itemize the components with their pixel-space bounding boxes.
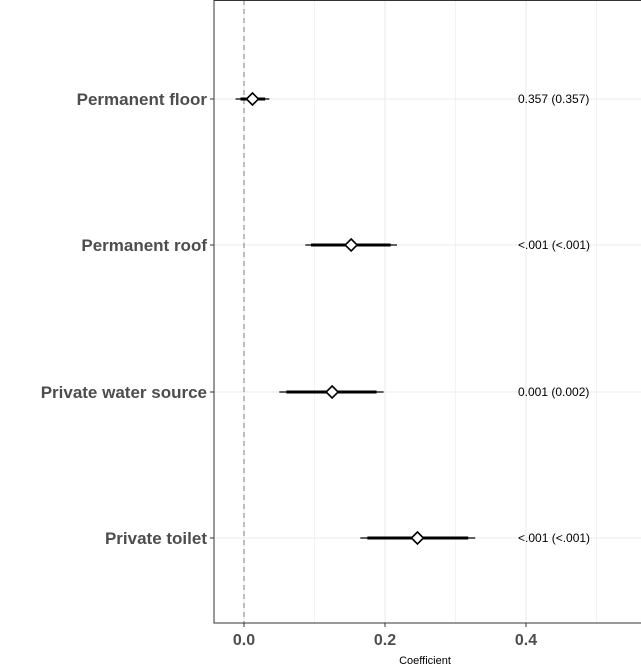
estimate-point-1 [344,237,359,253]
estimate-point-2 [324,384,340,400]
x-tick-label-1: 0.2 [374,632,396,649]
x-axis: 0.0 0.2 0.4 [233,623,537,649]
x-tick-label-0: 0.0 [233,632,255,649]
annotations: 0.357 (0.357) <.001 (<.001) 0.001 (0.002) <… [518,92,590,545]
y-tick-label-2: Private water source [41,383,207,402]
x-axis-title: Coefficient [399,655,451,667]
y-tick-label-3: Private toilet [105,529,207,548]
row-1-marks [305,237,397,253]
row-annotation-3: <.001 (<.001) [518,531,590,545]
marks-layer [235,91,476,546]
row-2-marks [279,384,384,400]
x-tick-label-2: 0.4 [515,632,537,649]
estimate-point-0 [245,91,260,107]
estimate-point-3 [410,530,425,546]
y-tick-label-0: Permanent floor [77,90,208,109]
row-annotation-1: <.001 (<.001) [518,238,590,252]
row-0-marks [235,91,270,107]
row-annotation-2: 0.001 (0.002) [518,385,589,399]
panel-border [213,0,641,624]
plot-background [214,0,641,623]
y-axis-labels: Permanent floor Permanent roof Private wat… [41,90,214,548]
y-tick-label-1: Permanent roof [81,236,207,255]
row-annotation-0: 0.357 (0.357) [518,92,589,106]
row-3-marks [360,530,476,546]
